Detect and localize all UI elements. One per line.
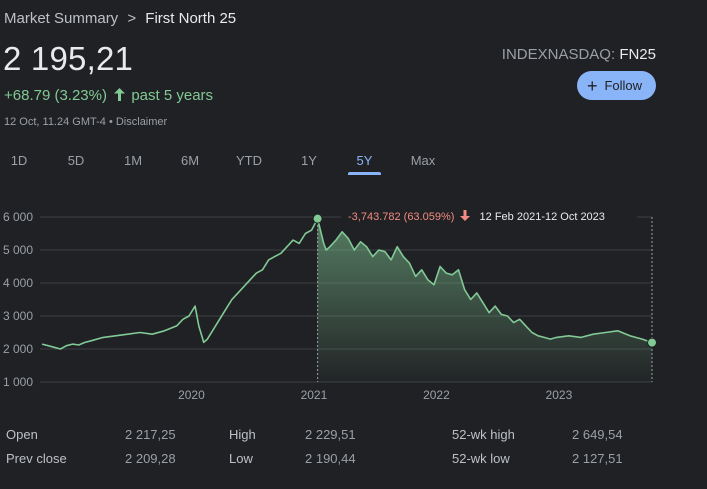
stats-row-2: Prev close 2 209,28 Low 2 190,44 52-wk l…	[0, 451, 707, 471]
range-end-marker[interactable]	[647, 337, 657, 348]
tooltip-change: -3,743.782 (63.059%)	[348, 211, 455, 223]
current-price: 2 195,21	[3, 40, 134, 77]
tooltip-range: 12 Feb 2021-12 Oct 2023	[479, 211, 605, 223]
breadcrumb-current: First North 25	[145, 10, 237, 27]
follow-label: Follow	[604, 78, 643, 93]
y-tick-label: 2 000	[3, 342, 33, 356]
stat-open-label: Open	[6, 427, 38, 442]
stat-prev-close-value: 2 209,28	[125, 451, 176, 466]
tab-ytd[interactable]: YTD	[236, 153, 262, 168]
stat-52wk-high-value: 2 649,54	[572, 427, 623, 442]
tab-6m[interactable]: 6M	[180, 153, 200, 168]
stat-low-value: 2 190,44	[305, 451, 356, 466]
ticker-symbol: INDEXNASDAQ: FN25	[502, 46, 656, 63]
stat-open-value: 2 217,25	[125, 427, 176, 442]
arrow-up-icon	[114, 88, 126, 101]
breadcrumb-market-summary[interactable]: Market Summary	[4, 10, 119, 27]
tab-1m[interactable]: 1M	[123, 153, 143, 168]
arrow-down-icon	[460, 210, 471, 221]
exchange-name: INDEXNASDAQ:	[501, 46, 616, 63]
x-tick-label: 2023	[546, 388, 573, 402]
stat-52wk-low-value: 2 127,51	[572, 451, 623, 466]
tab-5y[interactable]: 5Y	[348, 150, 381, 175]
stat-high-value: 2 229,51	[305, 427, 356, 442]
quote-timestamp[interactable]: 12 Oct, 11.24 GMT-4 • Disclaimer	[4, 116, 168, 128]
tab-1y[interactable]: 1Y	[301, 153, 317, 168]
tab-max[interactable]: Max	[410, 153, 436, 168]
stats-row-1: Open 2 217,25 High 2 229,51 52-wk high 2…	[0, 427, 707, 447]
follow-button[interactable]: + Follow	[577, 71, 656, 100]
y-tick-label: 4 000	[3, 276, 33, 290]
change-period: past 5 years	[131, 87, 214, 104]
range-tooltip: -3,743.782 (63.059%) 12 Feb 2021-12 Oct …	[341, 206, 637, 228]
breadcrumb-separator: >	[127, 10, 137, 27]
plus-icon: +	[586, 75, 598, 96]
tab-5d[interactable]: 5D	[67, 153, 85, 168]
x-tick-label: 2022	[423, 388, 450, 402]
range-start-marker[interactable]	[312, 213, 323, 224]
tab-1d[interactable]: 1D	[10, 153, 28, 168]
price-line	[41, 217, 653, 350]
x-tick-label: 2020	[178, 388, 205, 402]
range-tabs: 1D 5D 1M 6M YTD 1Y 5Y Max	[0, 150, 460, 176]
price-change: +68.79 (3.23%) past 5 years	[4, 87, 213, 104]
stat-52wk-high-label: 52-wk high	[452, 427, 515, 442]
change-value: +68.79 (3.23%)	[4, 87, 107, 104]
stat-prev-close-label: Prev close	[6, 451, 67, 466]
x-tick-label: 2021	[301, 388, 328, 402]
breadcrumb: Market Summary > First North 25	[4, 10, 236, 27]
symbol-code: FN25	[619, 46, 656, 63]
range-fill-area	[317, 218, 652, 382]
y-tick-label: 1 000	[3, 375, 33, 389]
stat-high-label: High	[229, 427, 256, 442]
stat-52wk-low-label: 52-wk low	[452, 451, 510, 466]
price-chart[interactable]: 6 000 5 000 4 000 3 000 2 000 1 000 2020 2021 2…	[0, 200, 707, 410]
y-tick-label: 5 000	[3, 243, 33, 257]
y-tick-label: 3 000	[3, 309, 33, 323]
stat-low-label: Low	[229, 451, 253, 466]
y-tick-label: 6 000	[3, 210, 33, 224]
